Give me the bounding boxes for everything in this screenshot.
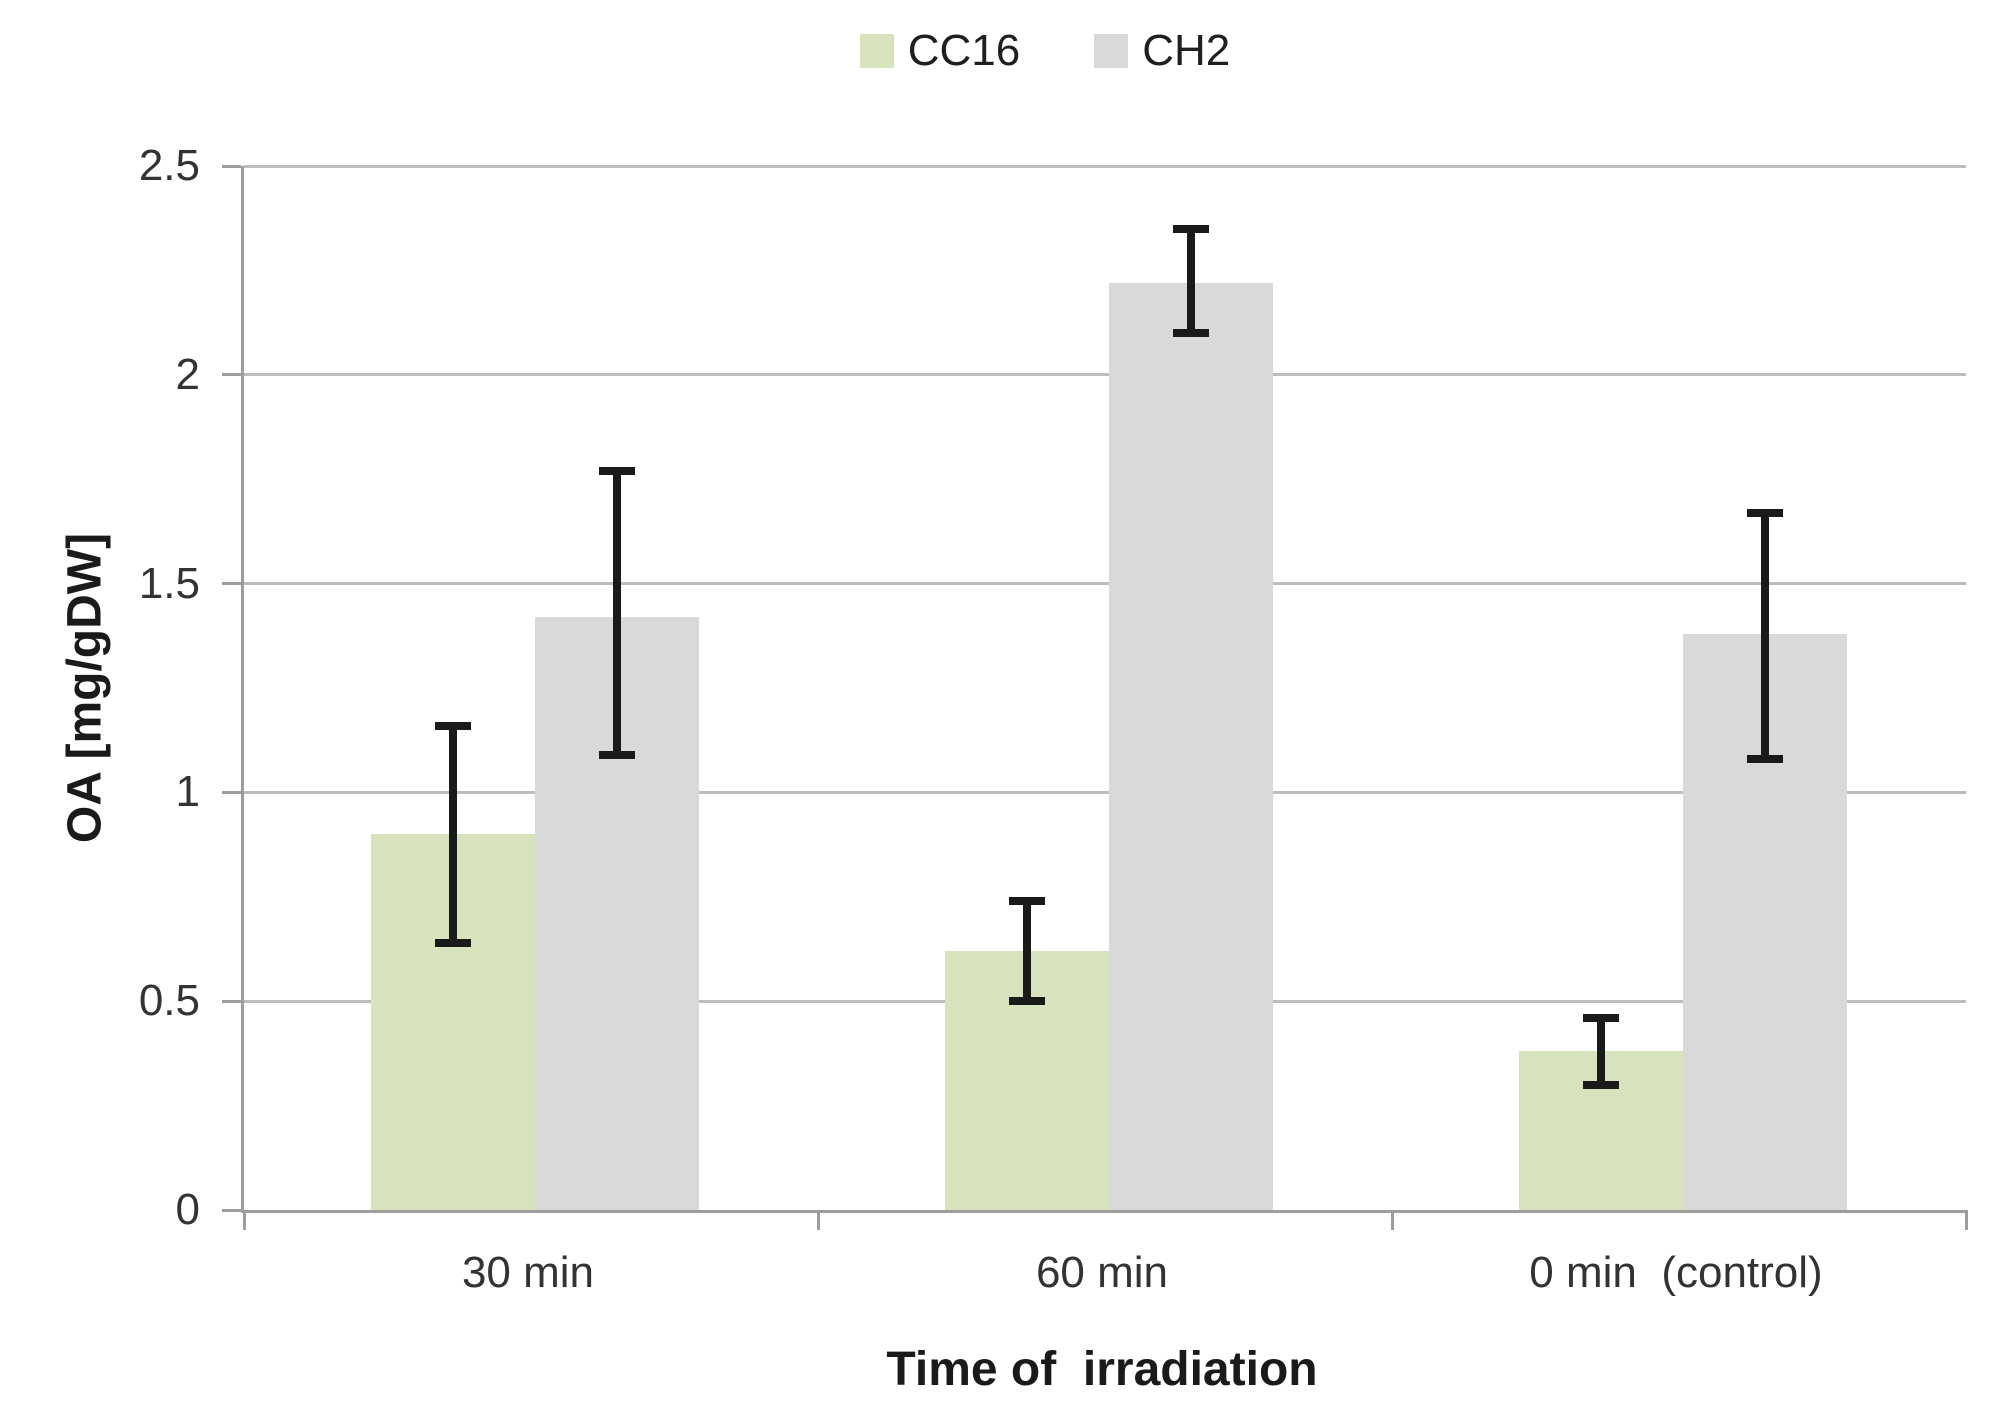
error-cap-top-cc16-1 <box>1009 896 1045 905</box>
legend-item-ch2: CH2 <box>1094 26 1230 76</box>
y-axis-tick-0 <box>222 1208 241 1212</box>
error-cap-top-cc16-0 <box>435 721 471 730</box>
legend-label-ch2: CH2 <box>1142 26 1231 75</box>
x-axis-tick-3 <box>1964 1210 1968 1230</box>
y-axis-tick-0.5 <box>222 999 241 1003</box>
y-tick-label-0.5: 0.5 <box>138 976 200 1026</box>
x-axis-tick-1 <box>816 1210 820 1230</box>
gridline-1 <box>244 790 1966 794</box>
plot-area <box>222 164 1968 1230</box>
y-axis-tick-2 <box>222 373 241 377</box>
error-bar-ch2-0 <box>613 470 621 755</box>
y-tick-label-1.5: 1.5 <box>138 558 200 608</box>
x-axis-tick-0 <box>242 1210 246 1230</box>
legend-swatch-cc16 <box>859 34 894 68</box>
gridline-2 <box>244 373 1966 377</box>
gridline-1.5 <box>244 582 1966 586</box>
error-bar-ch2-1 <box>1187 228 1195 334</box>
x-category-label-2: 0 min (control) <box>1529 1248 1823 1297</box>
y-tick-label-2.5: 2.5 <box>138 141 200 190</box>
error-cap-top-cc16-2 <box>1583 1013 1619 1022</box>
error-cap-bottom-ch2-0 <box>599 750 635 759</box>
error-bar-cc16-1 <box>1023 900 1031 1002</box>
gridline-2.5 <box>244 164 1966 168</box>
chart-legend: CC16 CH2 <box>0 26 1997 76</box>
x-category-label-1: 60 min <box>1035 1248 1169 1297</box>
error-bar-cc16-2 <box>1597 1017 1605 1085</box>
legend-label-cc16: CC16 <box>907 26 1021 75</box>
legend-item-cc16: CC16 <box>859 26 1021 76</box>
y-axis-tick-1 <box>222 790 241 794</box>
y-tick-label-1: 1 <box>175 767 200 817</box>
error-cap-top-ch2-0 <box>599 466 635 475</box>
error-cap-bottom-cc16-0 <box>435 938 471 947</box>
legend-swatch-ch2 <box>1094 34 1129 68</box>
y-tick-label-2: 2 <box>175 349 200 399</box>
error-cap-top-ch2-1 <box>1173 224 1209 233</box>
error-cap-top-ch2-2 <box>1747 508 1783 517</box>
error-bar-cc16-0 <box>449 725 457 943</box>
x-axis-tick-2 <box>1390 1210 1394 1230</box>
error-bar-ch2-2 <box>1761 512 1769 759</box>
error-cap-bottom-cc16-1 <box>1009 997 1045 1006</box>
bar-ch2-1 <box>1109 282 1273 1210</box>
x-axis-title: Time of irradiation <box>886 1343 1318 1396</box>
x-category-label-0: 30 min <box>461 1248 595 1297</box>
error-cap-bottom-ch2-2 <box>1747 754 1783 763</box>
y-axis-tick-1.5 <box>222 582 241 586</box>
y-axis-tick-2.5 <box>222 164 241 168</box>
error-cap-bottom-ch2-1 <box>1173 329 1209 338</box>
y-tick-label-0: 0 <box>175 1185 200 1234</box>
error-cap-bottom-cc16-2 <box>1583 1080 1619 1089</box>
